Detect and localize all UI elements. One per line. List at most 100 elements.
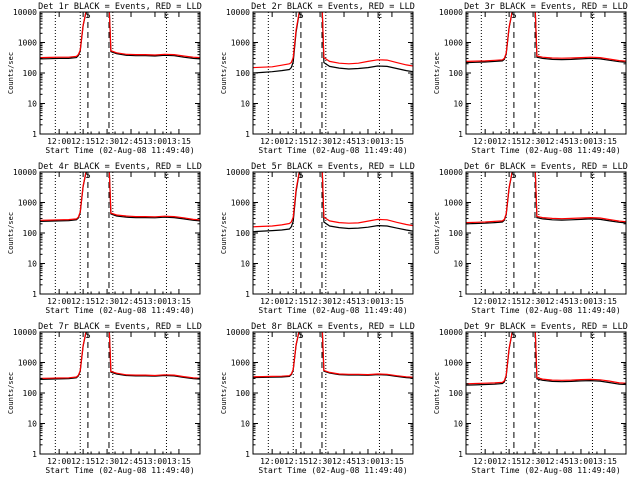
y-axis-label: Counts/sec xyxy=(433,372,441,414)
plot-area xyxy=(40,332,200,454)
panel-title: Det 5r BLACK = Events, RED = LLD xyxy=(251,162,415,172)
y-tick-label: 10 xyxy=(453,260,463,269)
x-tick-label: 12:15 xyxy=(284,137,308,146)
series-line-events xyxy=(466,12,626,64)
x-axis-label: Start Time (02-Aug-08 11:49:40) xyxy=(258,466,407,475)
y-tick-label: 1000 xyxy=(18,199,37,208)
plot-frame xyxy=(252,11,414,135)
x-tick-label: 12:00 xyxy=(473,137,497,146)
time-marker-label: S xyxy=(511,11,516,21)
x-tick-label: 12:00 xyxy=(260,297,284,306)
x-tick-label: 12:30 xyxy=(308,457,332,466)
x-axis-label: Start Time (02-Aug-08 11:49:40) xyxy=(45,466,194,475)
panel-title: Det 3r BLACK = Events, RED = LLD xyxy=(464,2,628,12)
x-tick-label: 12:30 xyxy=(521,137,545,146)
x-tick-label: 12:30 xyxy=(95,457,119,466)
y-tick-label: 1000 xyxy=(444,39,463,48)
y-tick-label: 1 xyxy=(245,290,250,299)
x-tick-label: 12:00 xyxy=(260,457,284,466)
y-tick-label: 1000 xyxy=(231,359,250,368)
x-tick-label: 12:30 xyxy=(521,457,545,466)
x-axis-label: Start Time (02-Aug-08 11:49:40) xyxy=(471,466,620,475)
time-marker-label: E xyxy=(164,171,169,181)
y-tick-label: 100 xyxy=(23,389,38,398)
time-marker-label: S xyxy=(298,171,303,181)
series-line-events xyxy=(253,12,413,74)
x-tick-label: 12:30 xyxy=(95,297,119,306)
y-tick-label: 1000 xyxy=(231,39,250,48)
y-axis-label: Counts/sec xyxy=(433,52,441,94)
y-tick-label: 1 xyxy=(458,130,463,139)
series-line-lld xyxy=(253,332,413,378)
detector-panel: 1 10 100 1000 10000 12:00 12:15 12:30 12:45 13:00… xyxy=(220,2,415,155)
detector-panel: 1 10 100 1000 10000 12:00 12:15 12:30 12:45 13:00… xyxy=(7,162,202,315)
x-tick-label: 12:15 xyxy=(497,137,521,146)
x-tick-label: 13:15 xyxy=(167,297,191,306)
x-tick-label: 13:00 xyxy=(143,137,167,146)
y-tick-label: 100 xyxy=(23,69,38,78)
y-tick-label: 10000 xyxy=(439,328,463,337)
time-marker-label: S xyxy=(298,11,303,21)
y-tick-label: 1 xyxy=(245,450,250,459)
y-tick-label: 10000 xyxy=(226,8,250,17)
series-line-lld xyxy=(40,172,200,221)
x-tick-label: 13:15 xyxy=(167,457,191,466)
time-marker-label: S xyxy=(85,11,90,21)
x-tick-label: 12:00 xyxy=(473,297,497,306)
y-tick-label: 1 xyxy=(32,290,37,299)
panel-title: Det 8r BLACK = Events, RED = LLD xyxy=(251,322,415,332)
y-tick-label: 1 xyxy=(32,450,37,459)
y-axis-label: Counts/sec xyxy=(433,212,441,254)
plot-frame xyxy=(39,11,201,135)
x-tick-label: 12:45 xyxy=(332,137,356,146)
x-tick-label: 12:30 xyxy=(95,137,119,146)
x-tick-label: 12:45 xyxy=(545,137,569,146)
y-tick-label: 1 xyxy=(245,130,250,139)
x-tick-label: 12:45 xyxy=(545,457,569,466)
x-axis-label: Start Time (02-Aug-08 11:49:40) xyxy=(45,306,194,315)
plot-frame xyxy=(465,171,627,295)
time-marker-label: S xyxy=(85,171,90,181)
y-tick-label: 10 xyxy=(27,260,37,269)
time-marker-label: E xyxy=(377,331,382,341)
y-tick-label: 10000 xyxy=(226,168,250,177)
x-tick-label: 13:00 xyxy=(569,137,593,146)
y-tick-label: 10 xyxy=(240,420,250,429)
x-tick-label: 12:15 xyxy=(71,137,95,146)
y-tick-label: 1 xyxy=(458,450,463,459)
panel-title: Det 6r BLACK = Events, RED = LLD xyxy=(464,162,628,172)
panel-title: Det 7r BLACK = Events, RED = LLD xyxy=(38,322,202,332)
x-tick-label: 12:00 xyxy=(47,457,71,466)
time-marker-label: E xyxy=(377,171,382,181)
x-tick-label: 12:30 xyxy=(308,297,332,306)
time-marker-label: E xyxy=(590,11,595,21)
x-tick-label: 12:45 xyxy=(119,297,143,306)
series-line-events xyxy=(253,332,413,379)
y-axis-label: Counts/sec xyxy=(220,212,228,254)
time-marker-label: E xyxy=(590,171,595,181)
time-marker-label: E xyxy=(590,331,595,341)
plot-frame xyxy=(39,331,201,455)
time-marker-label: S xyxy=(511,171,516,181)
series-line-lld xyxy=(253,172,413,228)
y-axis-label: Counts/sec xyxy=(220,372,228,414)
x-tick-label: 13:00 xyxy=(143,457,167,466)
plot-area xyxy=(253,172,413,294)
time-marker-label: S xyxy=(511,331,516,341)
x-tick-label: 12:15 xyxy=(497,457,521,466)
series-line-lld xyxy=(40,332,200,379)
x-tick-label: 13:15 xyxy=(593,297,617,306)
y-tick-label: 1000 xyxy=(231,199,250,208)
x-tick-label: 12:30 xyxy=(308,137,332,146)
series-line-lld xyxy=(253,12,413,69)
y-tick-label: 100 xyxy=(449,69,464,78)
y-tick-label: 10 xyxy=(27,100,37,109)
y-tick-label: 10 xyxy=(27,420,37,429)
x-axis-label: Start Time (02-Aug-08 11:49:40) xyxy=(258,306,407,315)
series-line-events xyxy=(253,172,413,233)
detector-panel: 1 10 100 1000 10000 12:00 12:15 12:30 12:45 13:00… xyxy=(7,322,202,475)
x-tick-label: 12:00 xyxy=(473,457,497,466)
y-tick-label: 10 xyxy=(453,420,463,429)
x-tick-label: 12:15 xyxy=(71,457,95,466)
